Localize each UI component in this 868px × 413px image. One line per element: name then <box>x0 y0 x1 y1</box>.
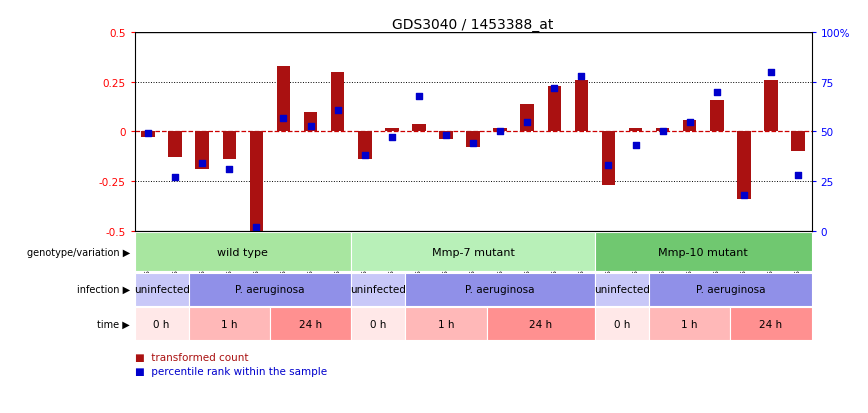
Bar <box>737 132 751 199</box>
Text: 1 h: 1 h <box>681 319 698 329</box>
Text: ■  percentile rank within the sample: ■ percentile rank within the sample <box>135 366 326 376</box>
Point <box>195 161 209 167</box>
Bar <box>548 87 561 132</box>
Text: 0 h: 0 h <box>370 319 386 329</box>
Text: 1 h: 1 h <box>221 319 238 329</box>
Bar <box>595 307 649 340</box>
Point <box>222 166 236 173</box>
Bar <box>493 128 507 132</box>
Text: ■  transformed count: ■ transformed count <box>135 352 248 362</box>
Point <box>277 115 291 121</box>
Text: infection ▶: infection ▶ <box>77 285 130 294</box>
Bar <box>222 132 236 160</box>
Text: P. aeruginosa: P. aeruginosa <box>465 285 535 294</box>
Text: Mmp-7 mutant: Mmp-7 mutant <box>431 247 515 257</box>
Point <box>439 133 453 140</box>
Text: uninfected: uninfected <box>594 285 650 294</box>
Bar <box>649 273 812 306</box>
Bar <box>385 128 398 132</box>
Text: wild type: wild type <box>217 247 268 257</box>
Bar <box>602 132 615 186</box>
Bar <box>168 132 182 158</box>
Bar <box>352 307 405 340</box>
Point <box>737 192 751 199</box>
Bar <box>405 273 595 306</box>
Point <box>710 89 724 96</box>
Bar <box>764 81 778 132</box>
Bar <box>656 128 669 132</box>
Point <box>466 141 480 147</box>
Point <box>520 119 534 126</box>
Bar <box>195 132 209 170</box>
Title: GDS3040 / 1453388_at: GDS3040 / 1453388_at <box>392 18 554 32</box>
Text: genotype/variation ▶: genotype/variation ▶ <box>27 247 130 257</box>
Bar <box>792 132 805 152</box>
Bar <box>487 307 595 340</box>
Bar <box>710 100 724 132</box>
Point <box>655 129 669 135</box>
Text: time ▶: time ▶ <box>97 319 130 329</box>
Point <box>141 131 155 138</box>
Bar <box>412 124 425 132</box>
Bar <box>250 132 263 231</box>
Bar <box>141 132 155 138</box>
Point <box>791 173 805 179</box>
Bar <box>649 307 730 340</box>
Point <box>628 143 642 150</box>
Text: uninfected: uninfected <box>351 285 406 294</box>
Point <box>331 107 345 114</box>
Text: 1 h: 1 h <box>437 319 454 329</box>
Bar <box>628 128 642 132</box>
Text: 24 h: 24 h <box>760 319 783 329</box>
Bar <box>439 132 453 140</box>
Text: P. aeruginosa: P. aeruginosa <box>695 285 765 294</box>
Bar <box>304 112 318 132</box>
Bar <box>188 307 270 340</box>
Bar <box>466 132 480 148</box>
Point <box>683 119 697 126</box>
Bar <box>277 67 290 132</box>
Bar <box>135 233 352 272</box>
Bar <box>521 104 534 132</box>
Bar <box>595 233 812 272</box>
Bar <box>358 132 372 160</box>
Point <box>168 174 182 181</box>
Bar <box>405 307 487 340</box>
Point <box>764 69 778 76</box>
Point <box>304 123 318 130</box>
Point <box>602 163 615 169</box>
Point <box>412 93 426 100</box>
Bar <box>331 73 345 132</box>
Point <box>385 135 398 141</box>
Text: 0 h: 0 h <box>614 319 630 329</box>
Bar <box>595 273 649 306</box>
Point <box>548 85 562 92</box>
Point <box>493 129 507 135</box>
Text: uninfected: uninfected <box>134 285 189 294</box>
Point <box>575 74 589 80</box>
Text: P. aeruginosa: P. aeruginosa <box>235 285 305 294</box>
Bar <box>188 273 352 306</box>
Bar <box>352 233 595 272</box>
Text: 24 h: 24 h <box>299 319 322 329</box>
Bar <box>730 307 812 340</box>
Text: 24 h: 24 h <box>529 319 552 329</box>
Bar <box>575 81 589 132</box>
Bar <box>683 120 696 132</box>
Text: 0 h: 0 h <box>154 319 170 329</box>
Text: Mmp-10 mutant: Mmp-10 mutant <box>659 247 748 257</box>
Bar <box>270 307 352 340</box>
Point <box>249 224 263 230</box>
Point <box>358 153 372 159</box>
Bar <box>352 273 405 306</box>
Bar <box>135 273 188 306</box>
Bar <box>135 307 188 340</box>
